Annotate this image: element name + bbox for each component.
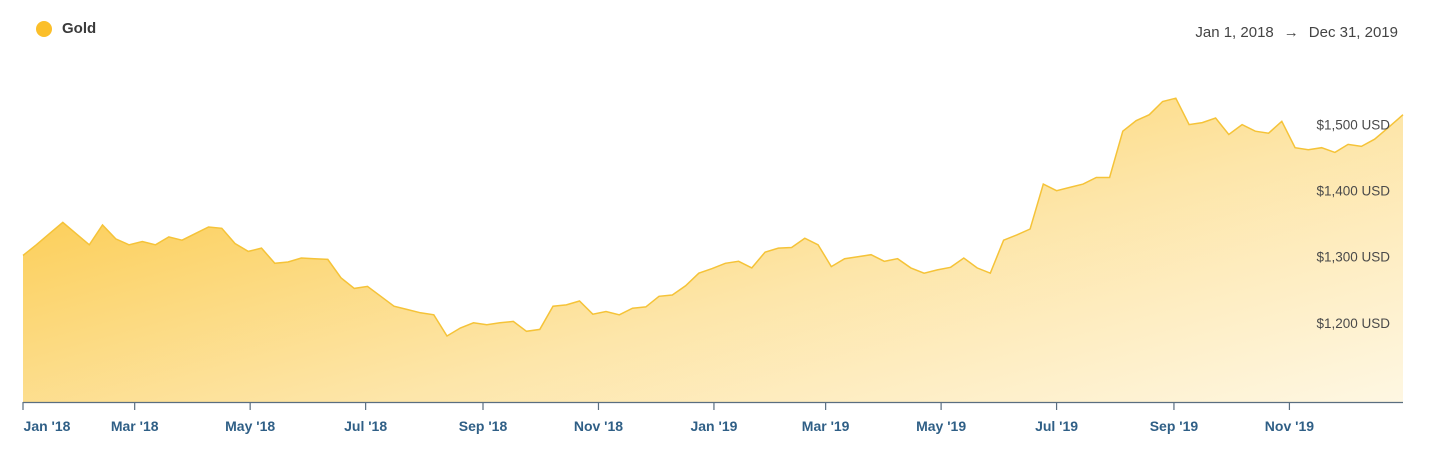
gold-area	[23, 98, 1403, 402]
date-range-arrow: →	[1283, 24, 1299, 41]
x-tick-label: May '19	[916, 418, 966, 434]
x-tick-label: Jan '19	[690, 418, 737, 434]
date-range: Jan 1, 2018 → Dec 31, 2019	[1195, 24, 1398, 41]
y-tick-label: $1,500 USD	[1316, 118, 1390, 133]
x-tick-label: Jan '18	[24, 418, 71, 434]
gold-line	[22, 97, 1404, 338]
x-tick-label: Nov '19	[1265, 418, 1314, 434]
legend: Gold	[36, 20, 96, 37]
x-tick-label: Jul '18	[344, 418, 387, 434]
x-tick-label: Sep '18	[459, 418, 508, 434]
x-tick-label: Jul '19	[1035, 418, 1078, 434]
date-range-start: Jan 1, 2018	[1195, 24, 1274, 41]
legend-label-gold: Gold	[62, 20, 97, 37]
legend-dot-gold	[36, 20, 52, 37]
y-tick-label: $1,400 USD	[1316, 184, 1390, 199]
date-range-end: Dec 31, 2019	[1308, 24, 1398, 41]
y-tick-label: $1,300 USD	[1316, 250, 1390, 265]
x-tick-label: Sep '19	[1150, 418, 1199, 434]
x-tick-label: Nov '18	[574, 418, 623, 434]
x-tick-label: Mar '19	[802, 418, 850, 434]
x-tick-label: Mar '18	[111, 418, 159, 434]
x-tick-label: May '18	[225, 418, 275, 434]
y-tick-label: $1,200 USD	[1316, 316, 1390, 331]
